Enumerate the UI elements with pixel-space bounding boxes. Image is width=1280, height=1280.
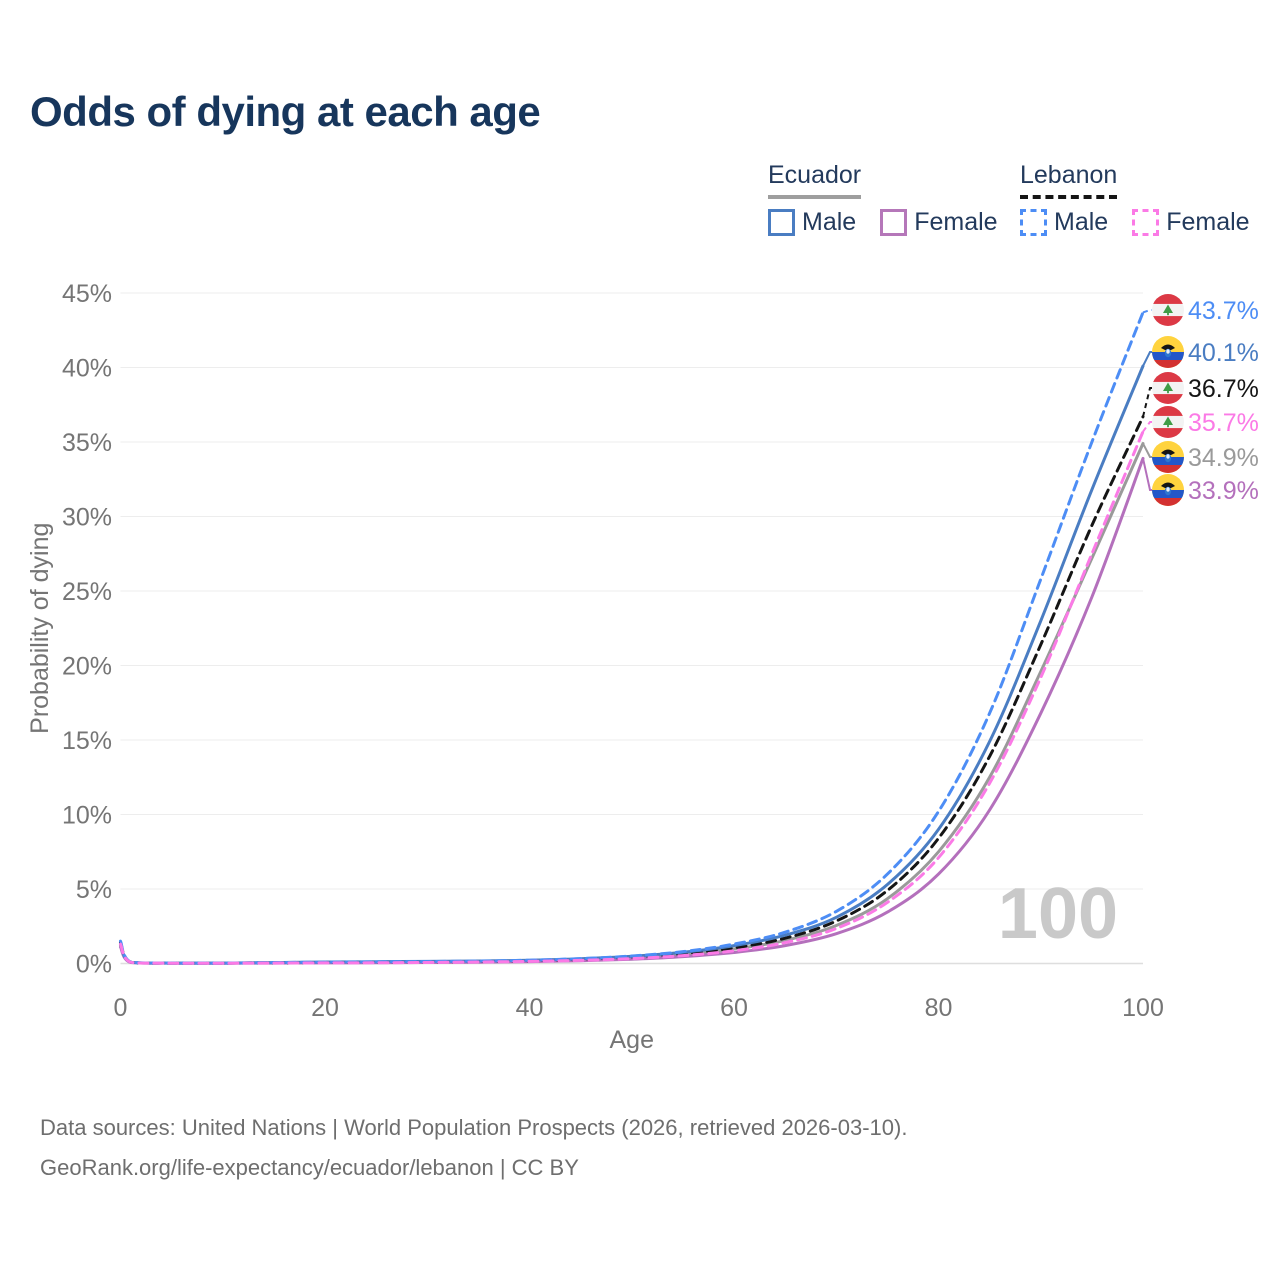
end-label-lebanon-female: 35.7%: [1188, 409, 1259, 437]
leader-line-lebanon-male: [1142, 309, 1152, 314]
x-tick-60: 60: [720, 994, 748, 1022]
x-tick-80: 80: [925, 994, 953, 1022]
flag-lebanon-icon: [1152, 372, 1184, 404]
legend-group-ecuador: Ecuador Male Female: [768, 161, 998, 237]
leader-line-ecuador-female: [1142, 458, 1152, 491]
lebanon-male-swatch-icon: [1020, 208, 1047, 236]
y-tick-20%: 20%: [62, 653, 112, 681]
legend-title-lebanon[interactable]: Lebanon: [1020, 161, 1118, 199]
legend-group-lebanon: Lebanon Male Female: [1020, 161, 1250, 237]
ecuador-female-swatch-icon: [880, 208, 908, 236]
y-tick-45%: 45%: [62, 280, 112, 308]
series-line-ecuador-both[interactable]: [119, 442, 1145, 965]
legend-label-ecuador-female: Female: [914, 207, 998, 236]
leader-line-ecuador-male: [1142, 351, 1152, 367]
y-tick-25%: 25%: [62, 578, 112, 606]
leader-line-lebanon-both: [1142, 387, 1152, 417]
end-label-ecuador-female: 33.9%: [1188, 477, 1259, 505]
legend-item-lebanon-female[interactable]: Female: [1132, 207, 1250, 237]
flag-ecuador-icon: [1152, 474, 1184, 506]
flag-ecuador-icon: [1152, 336, 1184, 368]
legend-item-lebanon-male[interactable]: Male: [1020, 208, 1108, 237]
end-label-ecuador-male: 40.1%: [1188, 339, 1259, 367]
legend-item-ecuador-male[interactable]: Male: [768, 208, 856, 237]
y-tick-35%: 35%: [62, 429, 112, 457]
y-tick-0%: 0%: [76, 951, 112, 979]
age-watermark: 100: [998, 874, 1118, 954]
legend-label-lebanon-male: Male: [1054, 207, 1109, 236]
y-tick-10%: 10%: [62, 802, 112, 830]
x-tick-40: 40: [516, 994, 544, 1022]
legend-title-ecuador[interactable]: Ecuador: [768, 161, 862, 199]
series-line-ecuador-male[interactable]: [119, 364, 1145, 965]
flag-ecuador-icon: [1152, 441, 1184, 473]
y-tick-30%: 30%: [62, 504, 112, 532]
data-sources-line1: Data sources: United Nations | World Pop…: [40, 1115, 908, 1140]
flag-lebanon-icon: [1152, 294, 1184, 326]
y-tick-5%: 5%: [76, 876, 112, 904]
end-label-lebanon-male: 43.7%: [1188, 297, 1259, 325]
series-line-lebanon-female[interactable]: [119, 430, 1145, 965]
leader-line-ecuador-both: [1142, 443, 1152, 458]
series-line-lebanon-both[interactable]: [119, 415, 1145, 965]
leader-line-lebanon-female: [1142, 421, 1152, 433]
x-axis-label: Age: [610, 1026, 654, 1054]
series-line-lebanon-male[interactable]: [119, 310, 1145, 965]
legend-label-ecuador-male: Male: [802, 207, 857, 236]
x-tick-100: 100: [1122, 994, 1164, 1022]
lebanon-female-swatch-icon: [1132, 208, 1160, 236]
legend-item-ecuador-female[interactable]: Female: [880, 207, 998, 237]
ecuador-male-swatch-icon: [768, 208, 795, 236]
data-sources: Data sources: United Nations | World Pop…: [40, 1108, 907, 1188]
y-tick-40%: 40%: [62, 355, 112, 383]
flag-lebanon-icon: [1152, 406, 1184, 438]
data-sources-line2: GeoRank.org/life-expectancy/ecuador/leba…: [40, 1155, 579, 1180]
end-label-ecuador-both: 34.9%: [1188, 444, 1259, 472]
page-title: Odds of dying at each age: [30, 88, 541, 135]
y-tick-15%: 15%: [62, 727, 112, 755]
y-axis-label: Probability of dying: [26, 523, 54, 734]
end-label-lebanon-both: 36.7%: [1188, 375, 1259, 403]
legend-label-lebanon-female: Female: [1166, 207, 1250, 236]
x-tick-20: 20: [311, 994, 339, 1022]
x-tick-0: 0: [114, 994, 128, 1022]
